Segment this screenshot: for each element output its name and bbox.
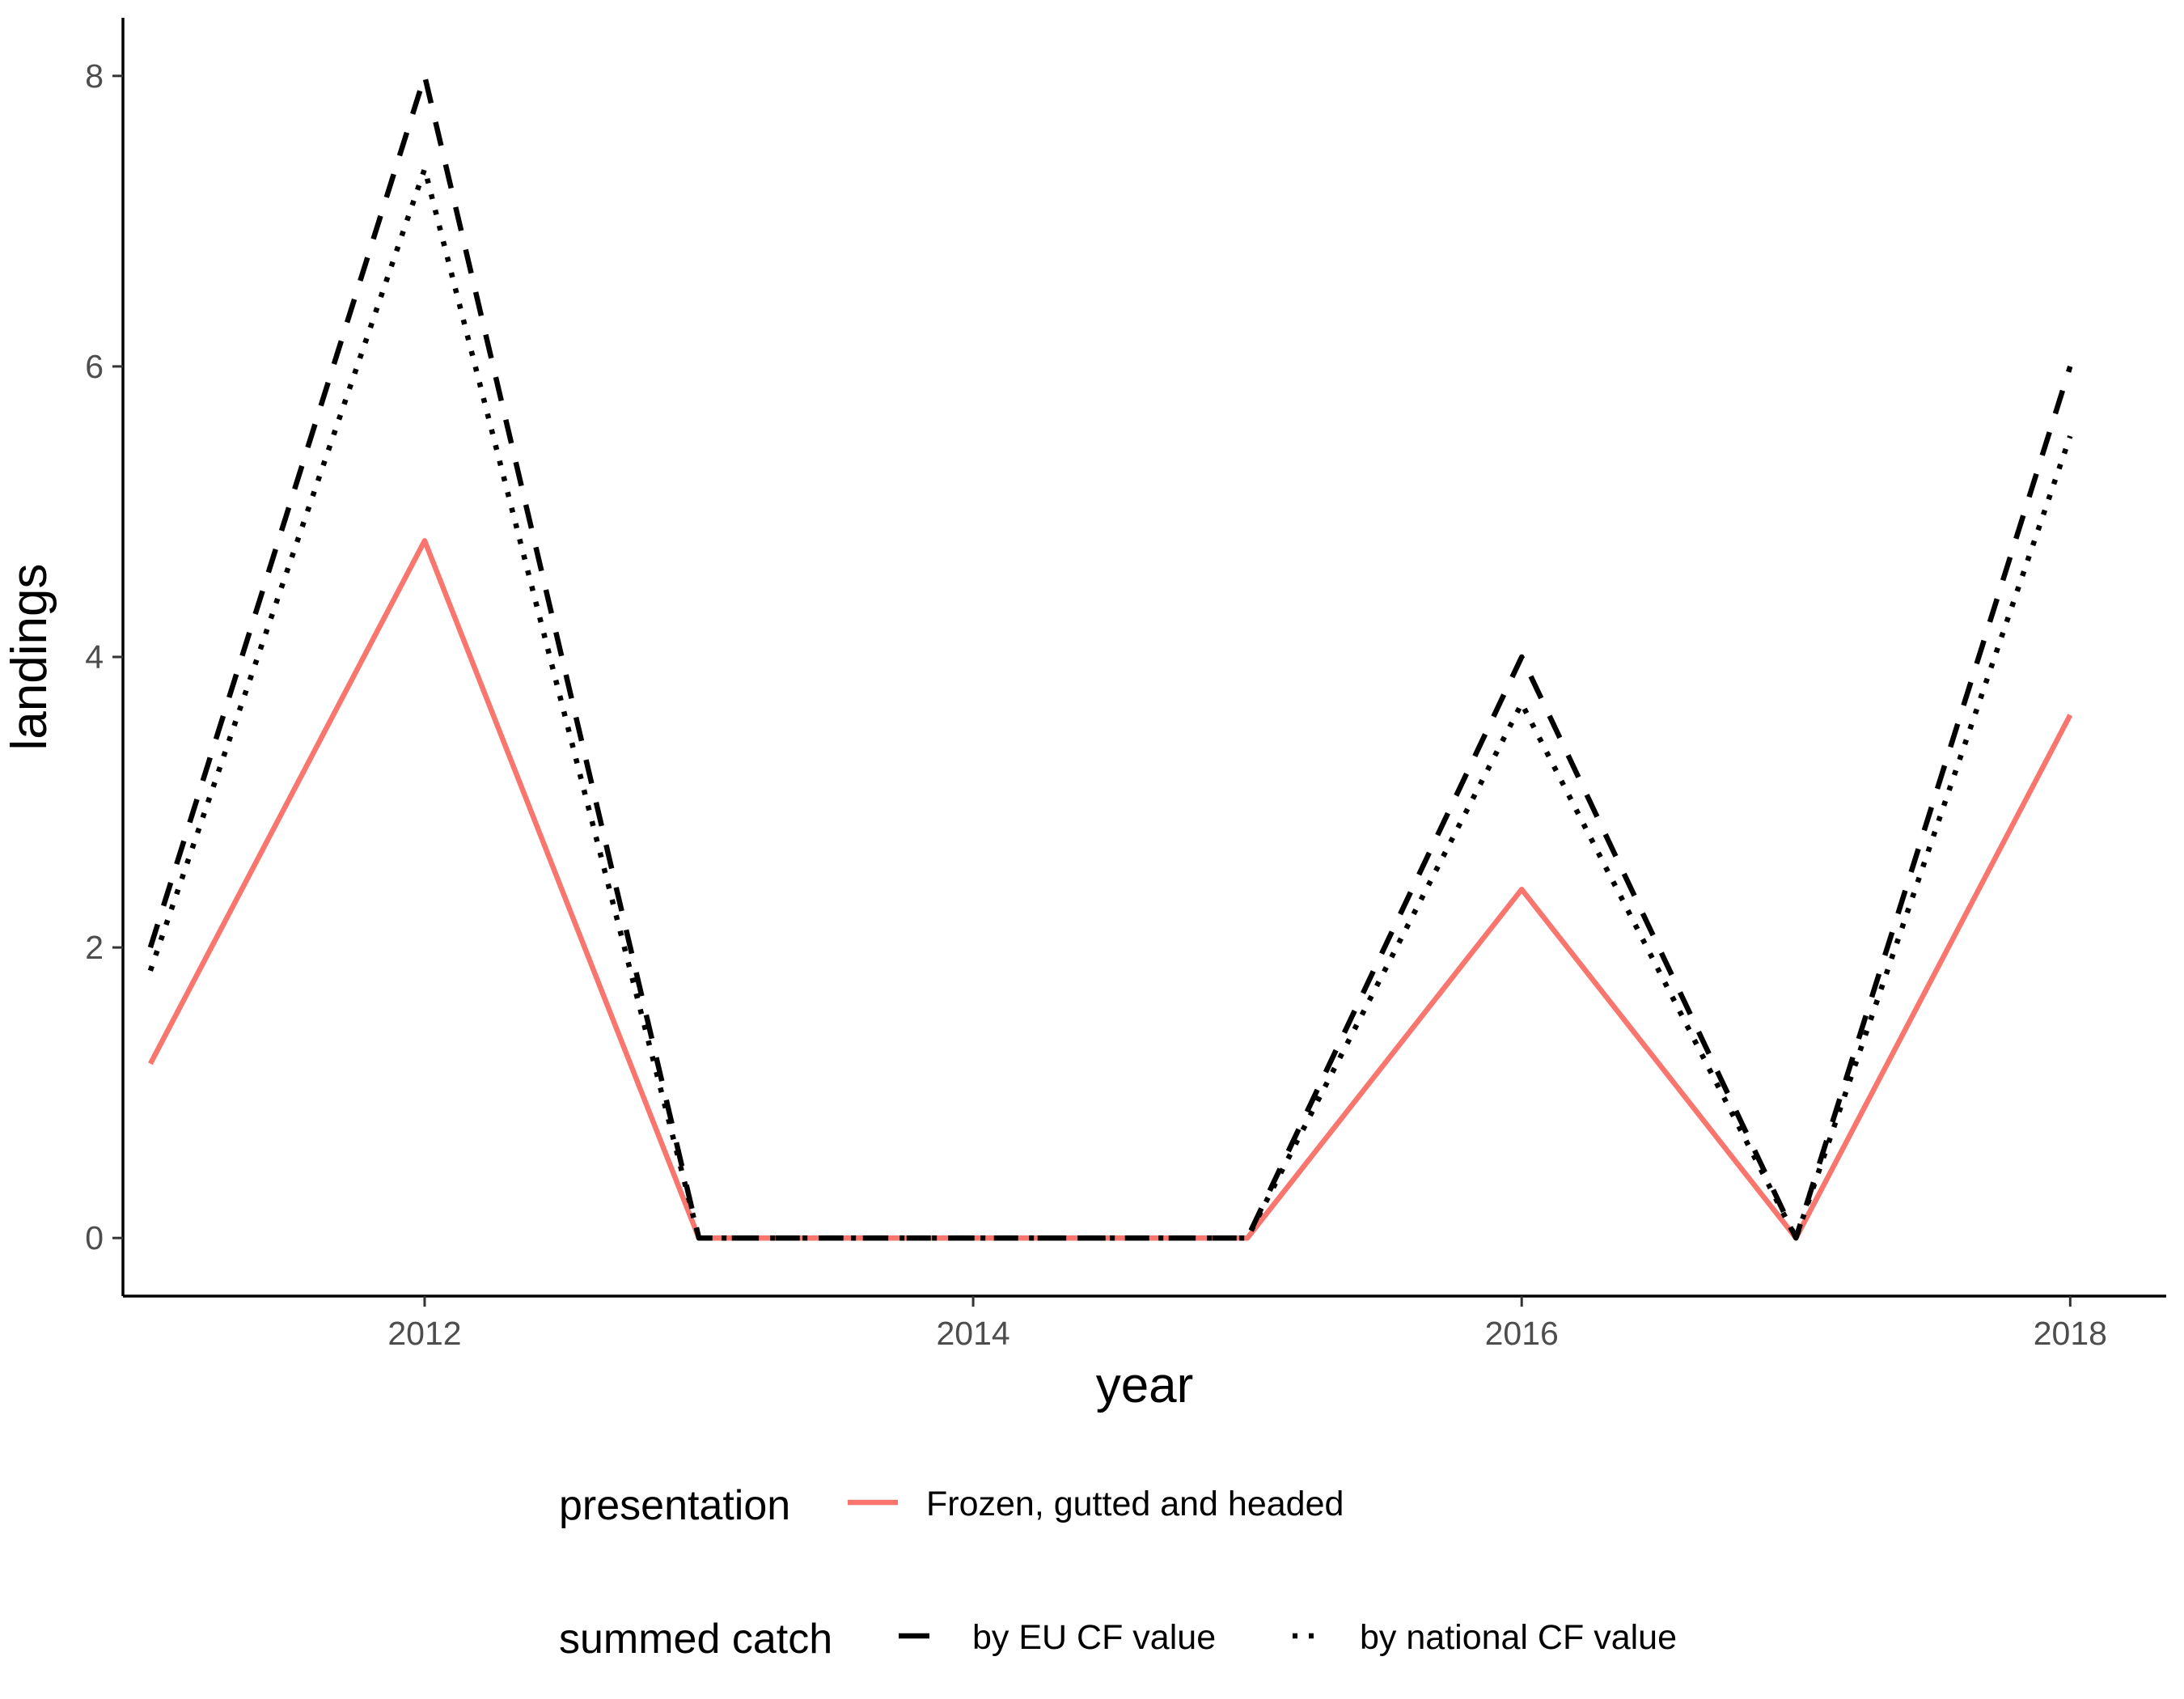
y-tick-label: 6 [85,348,104,385]
x-tick-label: 2018 [2034,1315,2107,1352]
x-tick-label: 2016 [1485,1315,1559,1352]
series-by-national-cf-value [147,166,2073,1241]
y-tick-label: 0 [85,1219,104,1256]
y-tick-label: 4 [85,638,104,676]
legend-summed-catch: summed catch by EU CF value by national … [559,1616,1677,1663]
legend-presentation: presentation Frozen, gutted and headed [559,1482,1344,1529]
x-tick-label: 2014 [936,1315,1009,1352]
legend-label-eu-cf: by EU CF value [972,1618,1216,1657]
y-tick-label: 2 [85,929,104,966]
x-axis-title: year [1096,1358,1194,1413]
legend-presentation-title: presentation [559,1482,790,1529]
y-axis-title: landings [2,564,57,751]
series-layer [147,73,2073,1241]
legend-summed-title: summed catch [559,1616,832,1663]
series-frozen-gutted-headed [148,538,2073,1241]
legend-label-national-cf: by national CF value [1360,1618,1677,1657]
y-tick-label: 8 [85,57,104,95]
legend-label-frozen: Frozen, gutted and headed [926,1485,1344,1523]
tick-layer: 2012 2014 2016 2018 0 2 4 6 8 [85,57,2107,1352]
series-by-eu-cf-value [147,73,2073,1241]
x-tick-label: 2012 [387,1315,461,1352]
